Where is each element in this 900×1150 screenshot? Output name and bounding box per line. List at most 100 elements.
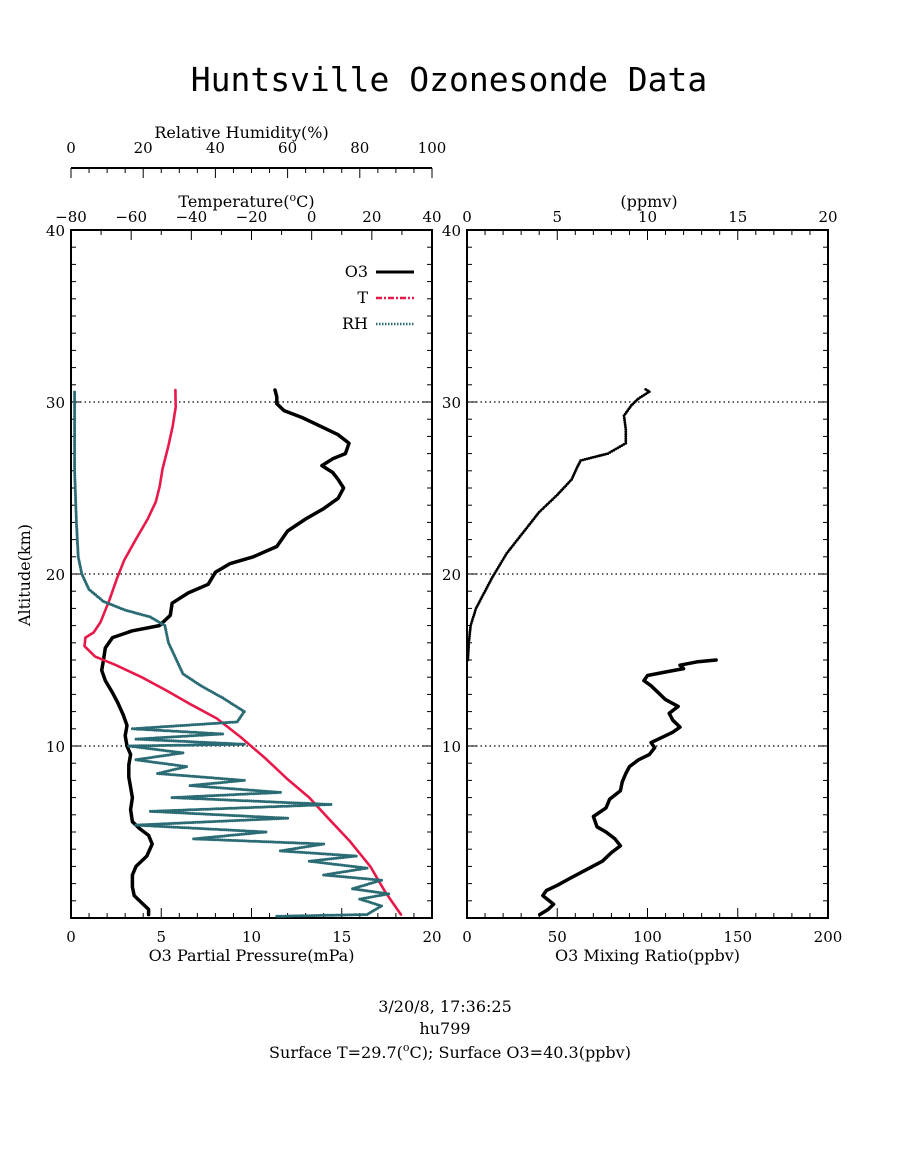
footer-flight-id: hu799 [419, 1019, 470, 1038]
relative-humidity-line-point [226, 806, 229, 810]
relative-humidity-line-point [220, 819, 224, 823]
relative-humidity-line-point [277, 816, 281, 820]
relative-humidity-line-point [234, 778, 238, 782]
relative-humidity-line-point [172, 735, 176, 739]
relative-humidity-line-point [190, 734, 193, 738]
relative-humidity-line-point [210, 776, 214, 780]
relative-humidity-line-point [75, 527, 79, 531]
relative-humidity-line-point [170, 809, 174, 812]
relative-humidity-line-point [254, 792, 258, 796]
relative-humidity-line-point [274, 790, 278, 794]
relative-humidity-line-point [340, 875, 343, 879]
relative-humidity-line-point [199, 731, 203, 735]
left-bottom-xtick-label: 15 [332, 928, 351, 946]
relative-humidity-line-point [327, 802, 331, 806]
relative-humidity-line-point [278, 800, 282, 804]
relative-humidity-line-point [194, 797, 198, 801]
relative-humidity-line-point [245, 839, 249, 843]
relative-humidity-line-point [292, 804, 295, 808]
relative-humidity-line-point [265, 800, 269, 804]
relative-humidity-line-point [266, 815, 270, 819]
relative-humidity-line-point [230, 798, 234, 802]
relative-humidity-line-point [332, 862, 336, 866]
relative-humidity-line-point [161, 738, 164, 742]
relative-humidity-line-point [323, 861, 327, 865]
relative-humidity-line-point [175, 743, 179, 747]
relative-humidity-line-point [198, 836, 202, 840]
relative-humidity-line-point [74, 520, 78, 524]
relative-humidity-line-point [261, 791, 265, 795]
relative-humidity-line-point [202, 827, 206, 831]
relative-humidity-line-point [195, 812, 199, 816]
relative-humidity-line-point [276, 805, 280, 808]
relative-humidity-line-point [343, 853, 347, 857]
relative-humidity-line [73, 390, 391, 918]
relative-humidity-line-point [163, 822, 166, 826]
relative-humidity-line-point [234, 793, 238, 796]
relative-humidity-line-point [73, 447, 77, 451]
relative-humidity-line-point [156, 822, 160, 826]
relative-humidity-line-point [284, 841, 288, 845]
relative-humidity-line-point [273, 840, 277, 844]
relative-humidity-line-point [145, 737, 149, 740]
relative-humidity-line-point [178, 739, 182, 743]
o3-mixing-ratio-ppmv-line-point [624, 432, 628, 436]
relative-humidity-line-point [324, 852, 328, 856]
relative-humidity-line-point [73, 462, 77, 466]
relative-humidity-line-point [310, 859, 313, 863]
relative-humidity-line-point [232, 798, 236, 802]
relative-humidity-line-point [347, 913, 351, 917]
relative-humidity-line-point [138, 757, 142, 761]
relative-humidity-line-point [234, 798, 238, 802]
relative-humidity-line-point [210, 807, 214, 811]
relative-humidity-line-point [361, 866, 365, 870]
relative-humidity-line-point [76, 548, 80, 552]
relative-humidity-line-point [256, 799, 260, 803]
relative-humidity-line-point [343, 913, 347, 917]
relative-humidity-line-point [218, 838, 222, 842]
relative-humidity-line-point [341, 853, 345, 857]
o3-mixing-ratio-ppmv-line-point [604, 452, 608, 456]
relative-humidity-line-point [199, 775, 203, 779]
relative-humidity-line-point [321, 861, 325, 865]
relative-humidity-line-point [242, 778, 246, 782]
relative-humidity-line-point [247, 792, 251, 796]
relative-humidity-line-point [150, 736, 153, 740]
relative-humidity-line-point [363, 866, 367, 870]
relative-humidity-line-point [207, 741, 211, 745]
relative-humidity-line-point [198, 827, 202, 830]
relative-humidity-line-point [189, 740, 193, 744]
relative-humidity-line-point [322, 852, 326, 856]
relative-humidity-line-point [191, 740, 195, 744]
relative-humidity-line-point [177, 743, 181, 747]
relative-humidity-line-point [272, 790, 276, 794]
relative-humidity-line-point [199, 743, 203, 747]
relative-humidity-line-point [320, 842, 323, 846]
relative-humidity-line-point [327, 857, 331, 861]
relative-humidity-line-point [222, 721, 226, 725]
relative-humidity-line-point [192, 808, 196, 812]
relative-humidity-line-point [261, 805, 265, 809]
relative-humidity-line-point [229, 833, 233, 837]
relative-humidity-line-point [214, 741, 217, 745]
relative-humidity-line-point [316, 802, 320, 806]
relative-humidity-line-point [75, 540, 79, 544]
relative-humidity-line-point [236, 799, 240, 802]
relative-humidity-line-point [215, 807, 218, 811]
relative-humidity-line-point [201, 733, 205, 737]
relative-humidity-line-point [191, 723, 195, 727]
relative-humidity-line-point [76, 546, 80, 550]
relative-humidity-line-point [283, 816, 287, 820]
relative-humidity-line-point [206, 807, 210, 811]
relative-humidity-line-point [165, 739, 169, 743]
relative-humidity-line-point [203, 836, 207, 840]
o3-mixing-ratio-ppmv-line-point [644, 388, 648, 391]
relative-humidity-line-point [166, 729, 170, 733]
left-rh-xtick-label: 60 [278, 139, 297, 157]
relative-humidity-line-point [205, 741, 209, 744]
relative-humidity-line-point [375, 878, 379, 882]
o3-mixing-ratio-ppmv-line-point [469, 626, 472, 630]
relative-humidity-line-point [73, 464, 77, 468]
relative-humidity-line-point [323, 858, 327, 861]
